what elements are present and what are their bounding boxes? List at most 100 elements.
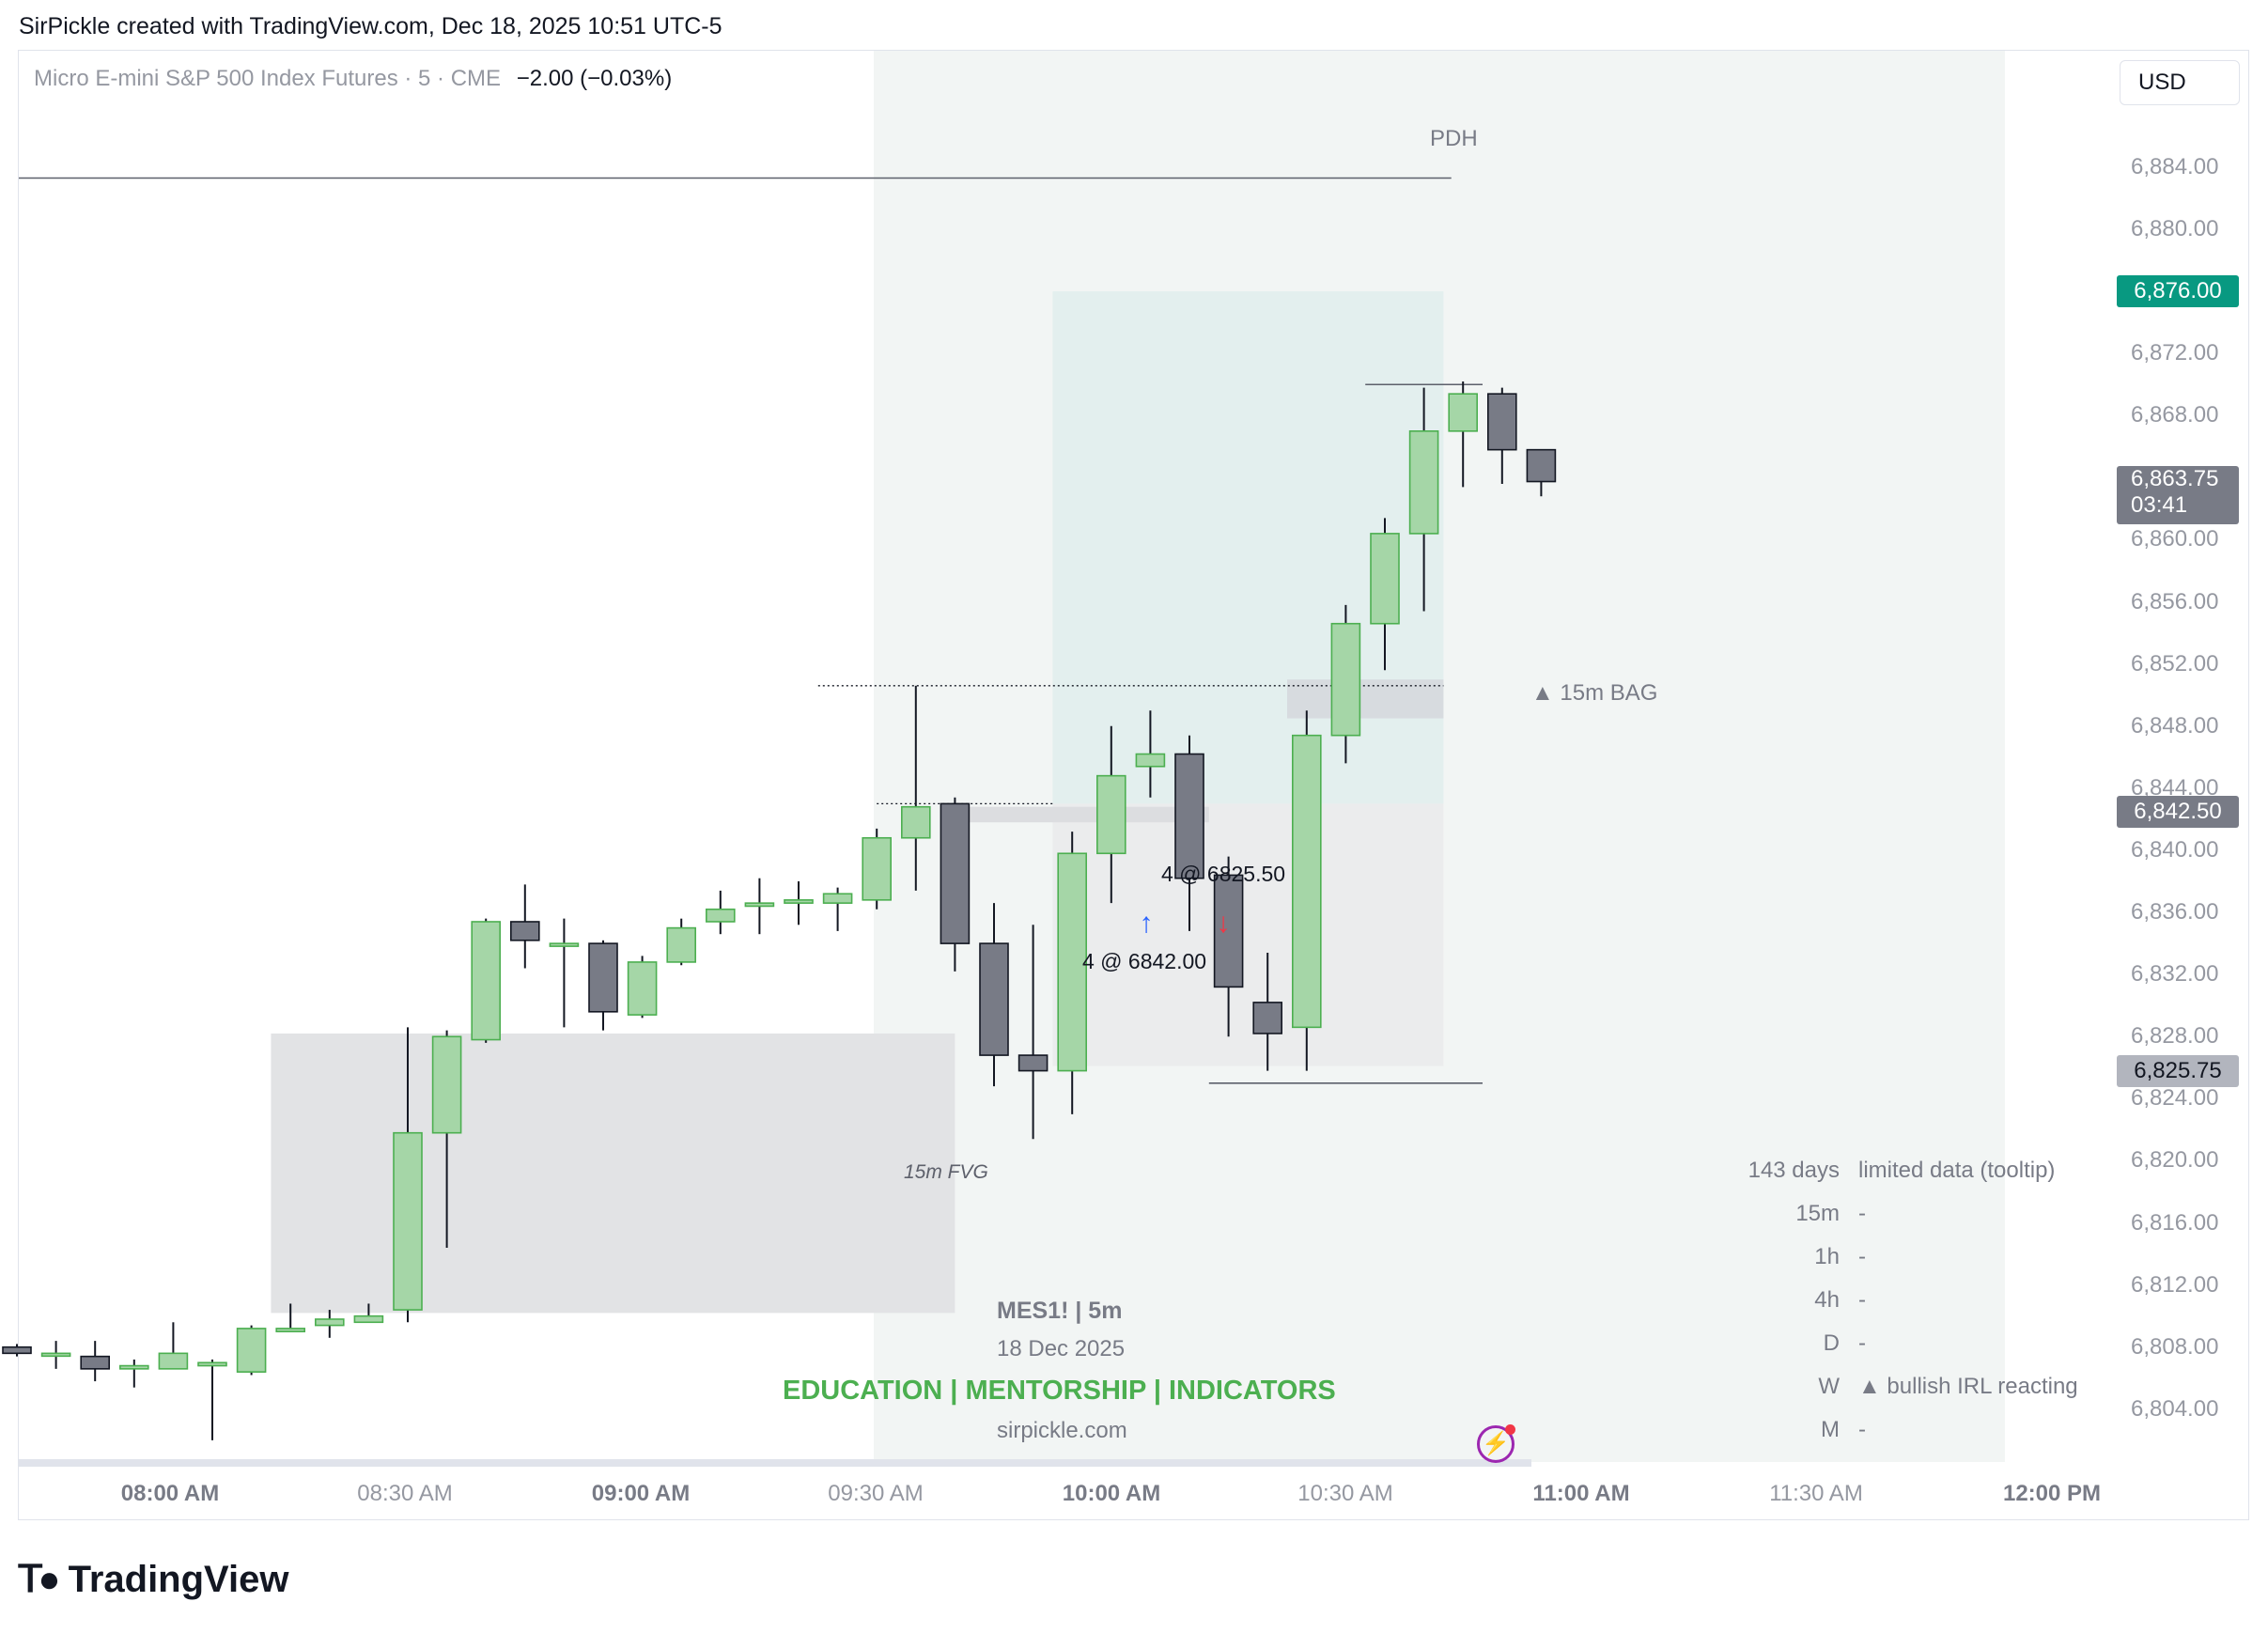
candle-body: [1017, 1054, 1049, 1072]
price-tick: 6,828.00: [2131, 1023, 2219, 1050]
candle-body: [1330, 622, 1361, 737]
candle: [236, 1325, 267, 1376]
price-tick: 6,804.00: [2131, 1395, 2219, 1422]
candle: [393, 1027, 423, 1323]
time-tick: 08:30 AM: [357, 1481, 453, 1506]
candle: [2, 1344, 32, 1357]
candle: [744, 878, 775, 935]
price-tick: 6,872.00: [2131, 340, 2219, 366]
candle: [353, 1303, 384, 1324]
symbol-change: −2.00 (−0.03%): [516, 66, 673, 91]
candle-body: [784, 899, 814, 904]
notification-dot: [1505, 1424, 1515, 1435]
sell-arrow-icon: ↓: [1217, 908, 1231, 939]
time-tick: 10:30 AM: [1297, 1481, 1393, 1506]
candle: [822, 887, 853, 931]
scrollbar[interactable]: [19, 1459, 1531, 1467]
info-key: M: [1821, 1417, 1840, 1442]
candle-body: [1370, 533, 1400, 625]
info-key: 15m: [1795, 1201, 1840, 1226]
candle: [1448, 381, 1478, 488]
candle: [1017, 925, 1049, 1140]
price-tick: 6,840.00: [2131, 836, 2219, 863]
info-key: 4h: [1814, 1287, 1840, 1313]
candle-body: [431, 1035, 462, 1134]
candle: [784, 881, 814, 925]
price-label: 6,825.75: [2117, 1055, 2239, 1088]
symbol-title[interactable]: Micro E-mini S&P 500 Index Futures · 5 ·…: [34, 66, 502, 91]
price-tick: 6,816.00: [2131, 1209, 2219, 1236]
replay-bolt-icon[interactable]: ⚡: [1477, 1424, 1515, 1463]
candle: [80, 1341, 110, 1382]
price-tick: 6,856.00: [2131, 588, 2219, 614]
entry-label[interactable]: 4 @ 6842.00: [1082, 949, 1207, 973]
candle: [314, 1310, 345, 1338]
exit-label[interactable]: 4 @ 6825.50: [1161, 862, 1286, 886]
watermark-date: 18 Dec 2025: [997, 1336, 1126, 1361]
candle-body: [471, 921, 502, 1041]
candle: [471, 918, 502, 1043]
candle-body: [2, 1345, 32, 1355]
fvg-label[interactable]: 15m FVG: [904, 1161, 988, 1183]
pdh-label[interactable]: PDH: [1430, 126, 1478, 151]
time-tick: 08:00 AM: [120, 1481, 220, 1506]
candle-body: [1096, 774, 1126, 855]
price-label: 6,876.00: [2117, 275, 2239, 308]
price-tick: 6,880.00: [2131, 216, 2219, 242]
candle-body: [1487, 393, 1517, 451]
price-label: 6,863.75 03:41: [2117, 465, 2239, 524]
candle-body: [1448, 393, 1478, 432]
watermark-site: sirpickle.com: [997, 1418, 1127, 1443]
candle-body: [900, 805, 931, 839]
candle: [1174, 735, 1204, 931]
candle-body: [979, 942, 1009, 1056]
candle: [40, 1341, 71, 1369]
info-key: W: [1818, 1374, 1840, 1399]
info-key: 143 days: [1748, 1158, 1840, 1183]
candle-body: [1408, 430, 1439, 535]
tradingview-logo-text: TradingView: [68, 1559, 289, 1600]
candle: [431, 1030, 462, 1248]
candle-body: [822, 893, 853, 904]
price-tick: 6,820.00: [2131, 1147, 2219, 1174]
candle: [197, 1359, 227, 1440]
price-tick: 6,852.00: [2131, 650, 2219, 677]
candle: [549, 918, 580, 1028]
candle-body: [353, 1314, 384, 1324]
candle: [1096, 725, 1126, 904]
bag-label[interactable]: ▲ 15m BAG: [1531, 680, 1658, 706]
price-tick: 6,860.00: [2131, 526, 2219, 552]
price-tick: 6,812.00: [2131, 1271, 2219, 1298]
price-label: 6,842.50: [2117, 795, 2239, 828]
candle-body: [314, 1318, 345, 1327]
entry-level-band-zone: [955, 806, 1209, 823]
info-value: -: [1858, 1201, 1866, 1226]
candle-body: [236, 1328, 267, 1373]
candle-body: [627, 961, 658, 1016]
15m-fvg-zone-zone: [271, 1033, 955, 1314]
info-key: 1h: [1814, 1244, 1840, 1269]
symbol-legend[interactable]: Micro E-mini S&P 500 Index Futures · 5 ·…: [34, 66, 672, 92]
candle-body: [1135, 753, 1166, 768]
candle-body: [666, 926, 697, 963]
candle-body: [1174, 753, 1204, 879]
candle: [1526, 448, 1557, 497]
price-label-value: 6,863.75: [2131, 465, 2219, 491]
price-tick: 6,868.00: [2131, 402, 2219, 428]
candle: [1057, 832, 1087, 1114]
watermark-symbol: MES1! | 5m: [997, 1298, 1123, 1324]
candle-body: [40, 1352, 71, 1358]
candle: [1135, 710, 1166, 798]
watermark-education: EDUCATION | MENTORSHIP | INDICATORS: [783, 1376, 1336, 1406]
buy-arrow-icon: ↑: [1140, 908, 1154, 939]
candle: [1408, 387, 1439, 612]
candle-body: [744, 902, 775, 908]
candle: [1330, 604, 1361, 764]
candle: [1370, 518, 1400, 671]
time-tick: 09:00 AM: [591, 1481, 691, 1506]
currency-button[interactable]: USD: [2120, 60, 2240, 105]
candle: [119, 1359, 149, 1388]
candle-body: [158, 1352, 189, 1370]
price-tick: 6,808.00: [2131, 1333, 2219, 1360]
